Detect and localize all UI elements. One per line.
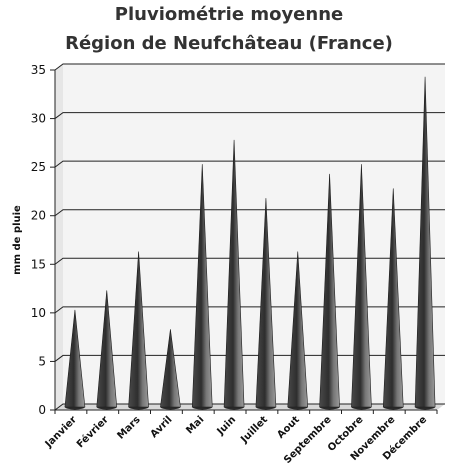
- bar-mars: [128, 251, 149, 408]
- y-tick-label: 20: [31, 209, 46, 223]
- gridline: [54, 112, 445, 119]
- bar-mai: [191, 164, 213, 408]
- x-tick-label: Aout: [275, 414, 302, 441]
- bar-avril: [160, 329, 181, 408]
- gridline: [54, 209, 445, 217]
- chart-title-line-1: Pluviométrie moyenne: [114, 4, 344, 25]
- gridline: [54, 160, 445, 168]
- bar-aout: [287, 251, 309, 408]
- side-wall: [55, 64, 63, 410]
- back-wall: [63, 64, 445, 404]
- bar-juin: [223, 139, 245, 408]
- gridline: [54, 257, 445, 265]
- gridline: [54, 306, 445, 314]
- x-tick-label: Février: [74, 414, 111, 451]
- bar-juillet: [255, 198, 277, 408]
- x-tick-label: Mars: [115, 414, 142, 441]
- bar-janvier: [64, 309, 86, 408]
- bar-décembre: [414, 76, 436, 408]
- y-tick-label: 35: [31, 63, 46, 77]
- bar-février: [96, 290, 118, 408]
- y-tick-label: 30: [31, 112, 46, 126]
- bar-octobre: [351, 164, 372, 408]
- y-tick-label: 0: [38, 403, 46, 417]
- y-tick-label: 5: [38, 354, 46, 368]
- x-tick-label: Janvier: [43, 414, 79, 450]
- gridline: [54, 63, 445, 71]
- bar-novembre: [382, 188, 404, 408]
- y-tick-label: 15: [31, 257, 46, 271]
- gridline: [54, 354, 445, 362]
- y-tick-label: 25: [31, 160, 46, 174]
- bar-septembre: [319, 173, 340, 408]
- y-tick-label: 10: [31, 306, 46, 320]
- chart-title-line-2: Région de Neufchâteau (France): [65, 33, 393, 54]
- x-tick-label: Avril: [149, 414, 175, 440]
- x-tick-label: Juillet: [238, 414, 270, 446]
- x-tick-label: Mai: [184, 414, 206, 436]
- gridline: [54, 403, 445, 411]
- y-axis-label: mm de pluie: [12, 205, 23, 275]
- floor: [55, 404, 445, 410]
- x-tick-label: Juin: [215, 414, 239, 438]
